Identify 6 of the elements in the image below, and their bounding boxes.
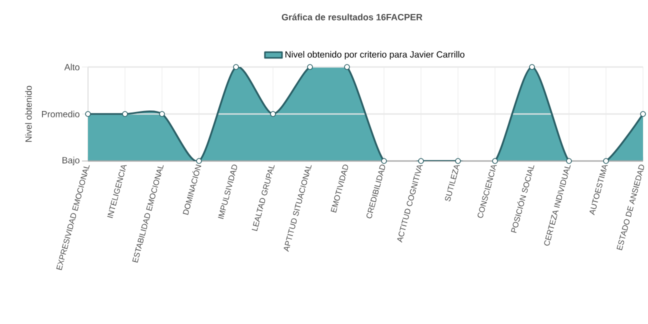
chart-title: Gráfica de resultados 16FACPER [282, 14, 422, 20]
ref-line-label: Alto [64, 64, 80, 70]
ref-line-label: Promedio [42, 110, 80, 118]
legend-label: Nivel obtenido por criterio para Javier Carrillo [285, 51, 464, 60]
ref-line-label: Bajo [62, 156, 80, 166]
y-axis-title: Nivel obtenido [25, 86, 32, 142]
